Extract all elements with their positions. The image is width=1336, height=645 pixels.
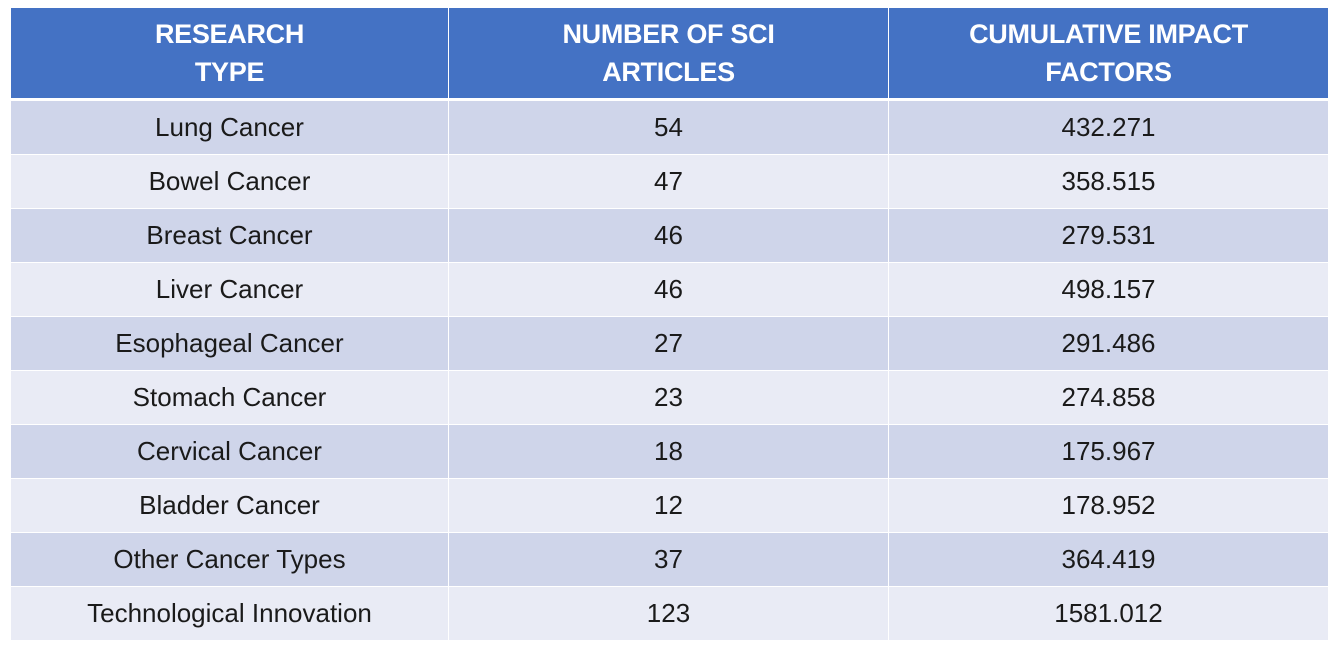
cell-research-type: Liver Cancer [10, 262, 449, 317]
cell-articles: 37 [448, 532, 889, 587]
cell-articles: 18 [448, 424, 889, 479]
cell-impact-factor: 279.531 [888, 208, 1329, 263]
cell-articles: 23 [448, 370, 889, 425]
header-research-type: RESEARCH TYPE [10, 8, 449, 101]
header-line: RESEARCH [154, 19, 305, 49]
cell-articles: 27 [448, 316, 889, 371]
header-line: TYPE [194, 57, 265, 87]
cell-research-type: Stomach Cancer [10, 370, 449, 425]
table-row: Other Cancer Types 37 364.419 [10, 532, 1329, 587]
header-line: FACTORS [1045, 57, 1172, 87]
header-row: RESEARCH TYPE NUMBER OF SCI ARTICLES CUM… [10, 8, 1329, 101]
cell-research-type: Breast Cancer [10, 208, 449, 263]
table-header: RESEARCH TYPE NUMBER OF SCI ARTICLES CUM… [10, 8, 1329, 101]
header-line: CUMULATIVE IMPACT [969, 19, 1248, 49]
header-line: ARTICLES [602, 57, 735, 87]
table-body: Lung Cancer 54 432.271 Bowel Cancer 47 3… [10, 99, 1329, 641]
cell-impact-factor: 358.515 [888, 154, 1329, 209]
table-row: Liver Cancer 46 498.157 [10, 262, 1329, 317]
cell-impact-factor: 498.157 [888, 262, 1329, 317]
cell-research-type: Bowel Cancer [10, 154, 449, 209]
cell-research-type: Bladder Cancer [10, 478, 449, 533]
cell-research-type: Other Cancer Types [10, 532, 449, 587]
table-row: Esophageal Cancer 27 291.486 [10, 316, 1329, 371]
header-line: NUMBER OF SCI [562, 19, 775, 49]
table-row: Lung Cancer 54 432.271 [10, 99, 1329, 155]
cell-articles: 12 [448, 478, 889, 533]
table-row: Breast Cancer 46 279.531 [10, 208, 1329, 263]
cell-research-type: Cervical Cancer [10, 424, 449, 479]
cell-articles: 46 [448, 262, 889, 317]
cell-impact-factor: 1581.012 [888, 586, 1329, 641]
cell-impact-factor: 175.967 [888, 424, 1329, 479]
table-row: Stomach Cancer 23 274.858 [10, 370, 1329, 425]
research-table: RESEARCH TYPE NUMBER OF SCI ARTICLES CUM… [10, 8, 1329, 641]
cell-articles: 46 [448, 208, 889, 263]
cell-impact-factor: 432.271 [888, 99, 1329, 155]
table-row: Bladder Cancer 12 178.952 [10, 478, 1329, 533]
cell-research-type: Technological Innovation [10, 586, 449, 641]
cell-research-type: Lung Cancer [10, 99, 449, 155]
table-row: Technological Innovation 123 1581.012 [10, 586, 1329, 641]
cell-impact-factor: 178.952 [888, 478, 1329, 533]
cell-impact-factor: 274.858 [888, 370, 1329, 425]
cell-articles: 54 [448, 99, 889, 155]
table-row: Cervical Cancer 18 175.967 [10, 424, 1329, 479]
cell-articles: 47 [448, 154, 889, 209]
header-cumulative-impact: CUMULATIVE IMPACT FACTORS [888, 8, 1329, 101]
table-row: Bowel Cancer 47 358.515 [10, 154, 1329, 209]
cell-articles: 123 [448, 586, 889, 641]
cell-research-type: Esophageal Cancer [10, 316, 449, 371]
cell-impact-factor: 364.419 [888, 532, 1329, 587]
cell-impact-factor: 291.486 [888, 316, 1329, 371]
header-number-of-articles: NUMBER OF SCI ARTICLES [448, 8, 889, 101]
